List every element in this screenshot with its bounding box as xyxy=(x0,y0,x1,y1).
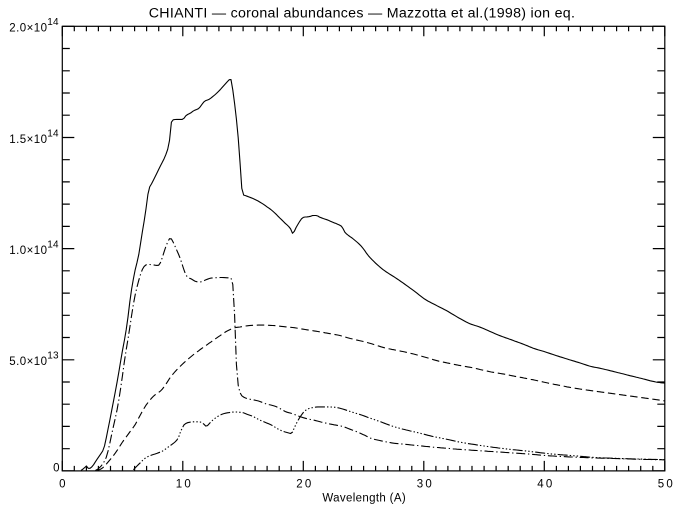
svg-text:1.0×10: 1.0×10 xyxy=(9,245,47,257)
svg-text:2.0×10: 2.0×10 xyxy=(9,23,47,35)
svg-text:14: 14 xyxy=(47,17,59,28)
svg-text:CHIANTI — coronal abundances —: CHIANTI — coronal abundances — Mazzotta … xyxy=(149,5,576,21)
svg-text:50: 50 xyxy=(658,478,675,490)
svg-text:Wavelength (A): Wavelength (A) xyxy=(322,492,406,504)
svg-text:20: 20 xyxy=(296,478,313,490)
svg-text:30: 30 xyxy=(417,478,434,490)
svg-text:14: 14 xyxy=(47,239,59,250)
svg-text:0: 0 xyxy=(59,478,65,490)
svg-text:10: 10 xyxy=(176,478,193,490)
svg-text:1.5×10: 1.5×10 xyxy=(9,134,47,146)
svg-text:14: 14 xyxy=(47,128,59,139)
svg-text:40: 40 xyxy=(537,478,554,490)
svg-text:0: 0 xyxy=(53,463,59,475)
svg-text:13: 13 xyxy=(47,351,59,362)
svg-text:5.0×10: 5.0×10 xyxy=(9,356,47,368)
